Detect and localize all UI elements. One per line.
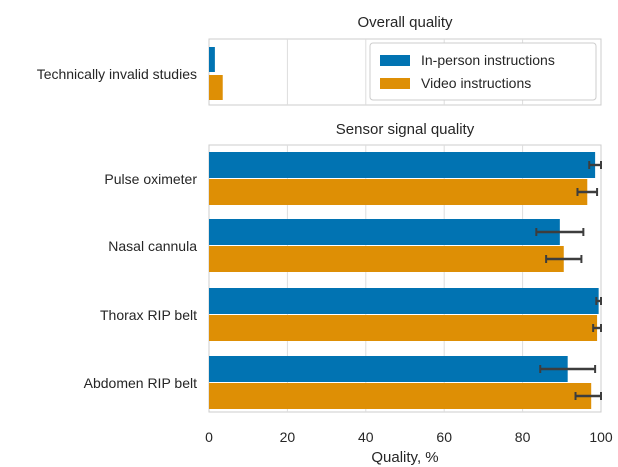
bar-video — [209, 179, 588, 205]
error-bar — [592, 324, 602, 332]
category-label: Thorax RIP belt — [100, 307, 197, 323]
bar-in-person — [209, 356, 568, 382]
overall-quality-bars — [209, 47, 223, 100]
error-bar — [588, 161, 602, 169]
overall-quality-category-labels: Technically invalid studies — [37, 66, 197, 82]
legend-label-video: Video instructions — [421, 75, 531, 91]
category-label: Pulse oximeter — [104, 171, 197, 187]
error-bar — [574, 392, 602, 400]
bar-in-person — [209, 288, 599, 314]
x-axis-label: Quality, % — [371, 449, 438, 466]
category-label: Technically invalid studies — [37, 66, 197, 82]
category-label: Abdomen RIP belt — [84, 375, 197, 391]
bar-video — [209, 246, 564, 272]
bar-in-person — [209, 219, 560, 245]
x-tick-label: 60 — [436, 429, 452, 445]
error-bar — [535, 228, 585, 236]
x-tick-label: 80 — [515, 429, 531, 445]
legend-swatch-in-person — [380, 55, 410, 66]
x-tick-label: 0 — [205, 429, 213, 445]
sensor-quality-bars — [209, 152, 599, 409]
error-bar — [539, 365, 597, 373]
x-tick-label: 100 — [589, 429, 613, 445]
legend: In-person instructions Video instruction… — [369, 42, 597, 101]
bar-video — [209, 315, 598, 341]
overall-quality-title: Overall quality — [357, 14, 453, 31]
legend-frame — [369, 42, 597, 101]
error-bar — [545, 255, 583, 263]
bar-in-person — [209, 152, 596, 178]
bar-video — [209, 75, 223, 100]
bar-video — [209, 383, 592, 409]
sensor-quality-error-bars — [535, 161, 602, 400]
bar-in-person — [209, 47, 215, 72]
legend-label-in-person: In-person instructions — [421, 52, 555, 68]
error-bar — [576, 188, 599, 196]
sensor-quality-title: Sensor signal quality — [336, 121, 475, 138]
x-tick-label: 40 — [358, 429, 374, 445]
x-axis-tick-labels: 0 20 40 60 80 100 — [205, 429, 613, 445]
x-tick-label: 20 — [280, 429, 296, 445]
legend-swatch-video — [380, 78, 410, 89]
sensor-quality-panel: Sensor signal quality Pulse oximeter Nasa… — [84, 121, 613, 466]
error-bar — [595, 297, 602, 305]
sensor-quality-category-labels: Pulse oximeter Nasal cannula Thorax RIP be… — [84, 171, 198, 391]
category-label: Nasal cannula — [108, 238, 197, 254]
overall-quality-panel: Overall quality Technically invalid stud… — [37, 14, 602, 106]
